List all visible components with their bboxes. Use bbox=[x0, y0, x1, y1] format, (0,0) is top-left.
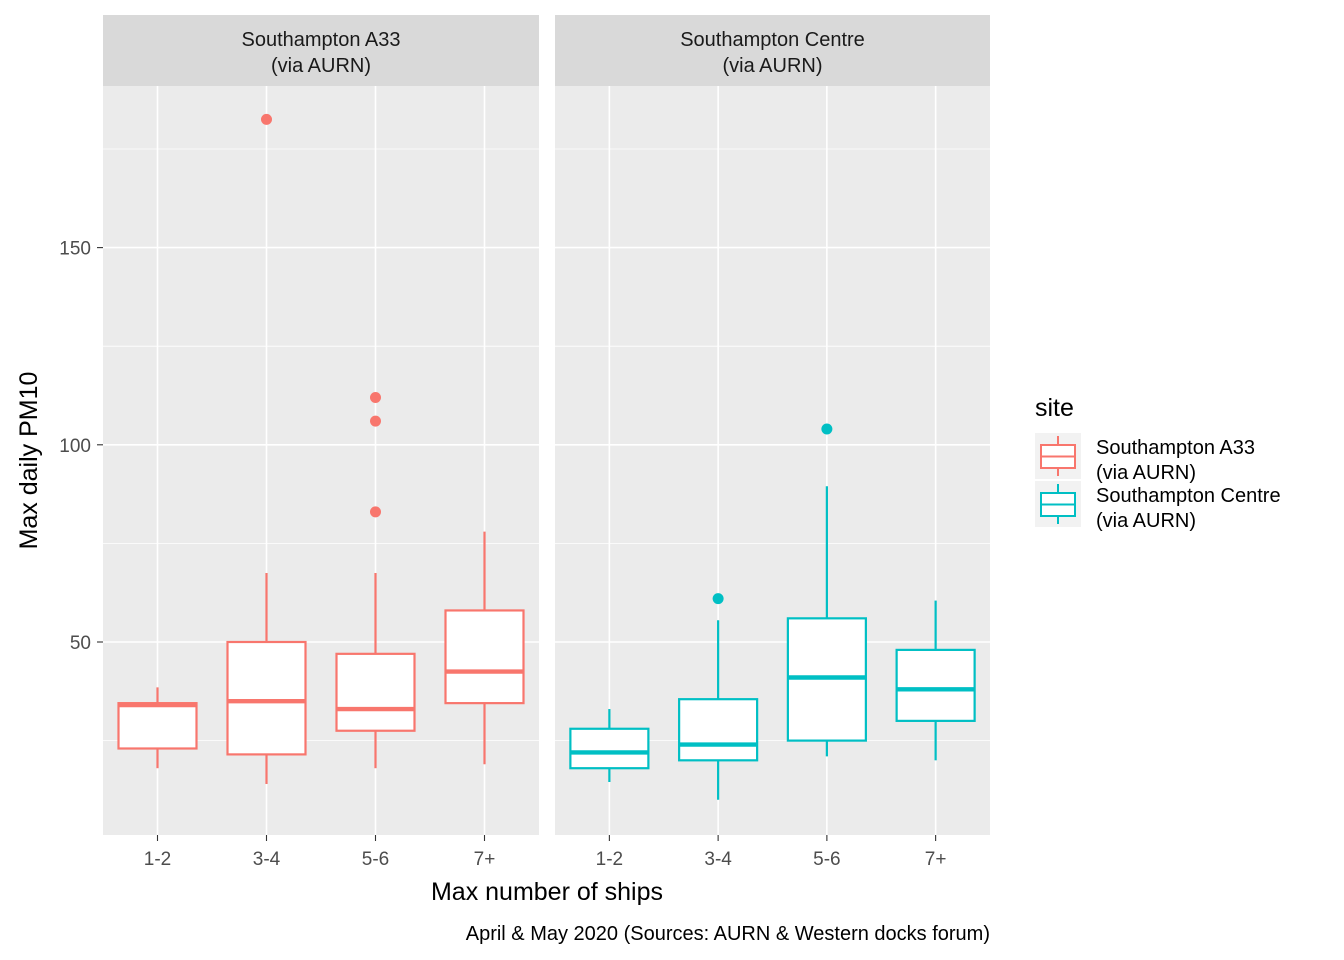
x-tick-label: 1-2 bbox=[144, 849, 171, 870]
y-tick-label: 150 bbox=[59, 239, 91, 260]
outlier-point bbox=[370, 391, 381, 403]
legend-key-1 bbox=[1035, 433, 1081, 479]
outlier-point bbox=[261, 113, 272, 125]
legend-label: (via AURN) bbox=[1096, 510, 1196, 532]
legend-label: Southampton Centre bbox=[1096, 485, 1281, 507]
x-tick-label: 3-4 bbox=[253, 849, 281, 870]
x-tick-label: 5-6 bbox=[813, 849, 840, 870]
facet-strip-1 bbox=[103, 15, 539, 86]
y-tick-label: 100 bbox=[59, 436, 91, 457]
box-southampton-a33-7+ bbox=[444, 531, 525, 765]
legend-label: (via AURN) bbox=[1096, 462, 1196, 484]
box-southampton-centre-5-6 bbox=[786, 423, 867, 757]
legend-label: Southampton A33 bbox=[1096, 437, 1255, 459]
y-tick-label: 50 bbox=[70, 633, 91, 654]
iqr-box bbox=[895, 648, 976, 722]
outlier-point bbox=[712, 593, 724, 605]
x-tick-label: 1-2 bbox=[596, 849, 623, 870]
x-tick-label: 5-6 bbox=[362, 849, 389, 870]
iqr-box bbox=[444, 609, 525, 705]
chart-caption: April & May 2020 (Sources: AURN & Wester… bbox=[466, 923, 990, 945]
x-tick-label: 7+ bbox=[925, 849, 947, 870]
facet-strip-label: (via AURN) bbox=[271, 55, 371, 77]
box-southampton-centre-3-4 bbox=[678, 593, 759, 800]
y-axis-title: Max daily PM10 bbox=[15, 372, 43, 550]
outlier-point bbox=[821, 423, 833, 435]
facet-strip-label: Southampton A33 bbox=[241, 29, 400, 51]
outlier-point bbox=[370, 506, 381, 518]
facet-strip-2 bbox=[555, 15, 990, 86]
iqr-box bbox=[678, 698, 759, 762]
box-southampton-a33-5-6 bbox=[335, 391, 416, 769]
box-southampton-a33-1-2 bbox=[117, 687, 198, 769]
panel-background-2 bbox=[555, 86, 990, 835]
box-southampton-centre-7+ bbox=[895, 600, 976, 761]
iqr-box bbox=[226, 640, 307, 756]
legend-title: site bbox=[1035, 394, 1074, 422]
iqr-box bbox=[335, 652, 416, 732]
facet-strip-label: (via AURN) bbox=[722, 55, 822, 77]
outlier-point bbox=[370, 415, 381, 427]
facet-strip-label: Southampton Centre bbox=[680, 29, 865, 51]
box-southampton-a33-3-4 bbox=[226, 113, 307, 784]
x-tick-label: 7+ bbox=[474, 849, 496, 870]
iqr-box bbox=[117, 702, 198, 750]
x-axis-title: Max number of ships bbox=[431, 878, 663, 906]
legend-key-2 bbox=[1035, 481, 1081, 527]
x-tick-label: 3-4 bbox=[704, 849, 732, 870]
box-southampton-centre-1-2 bbox=[569, 709, 650, 783]
iqr-box bbox=[569, 727, 650, 770]
